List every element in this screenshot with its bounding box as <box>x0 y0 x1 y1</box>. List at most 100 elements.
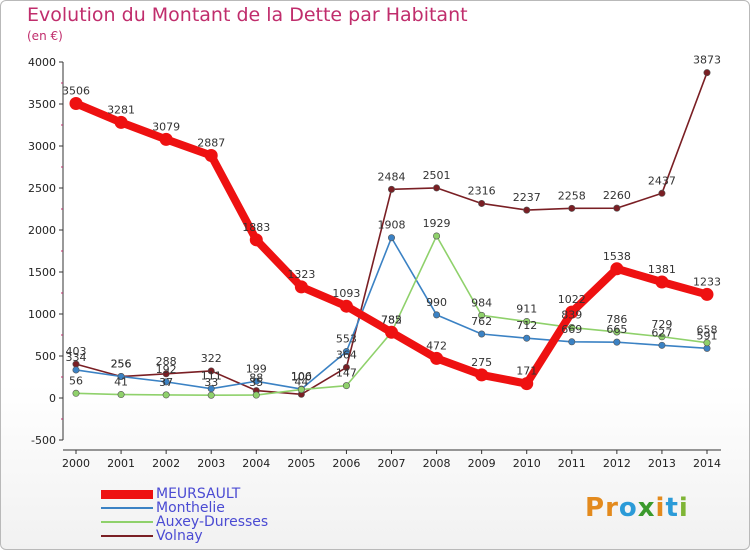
x-tick-label: 2011 <box>558 457 586 470</box>
data-point-monthelie <box>387 234 395 242</box>
data-label-meursault: 472 <box>426 339 447 352</box>
data-label-auxey-duresses: 147 <box>336 367 357 380</box>
data-label-meursault: 1381 <box>648 263 676 276</box>
data-point-meursault <box>520 377 534 391</box>
x-tick-label: 2000 <box>62 457 90 470</box>
data-point-volnay <box>387 185 395 193</box>
data-label-meursault: 782 <box>381 313 402 326</box>
x-tick-label: 2005 <box>287 457 315 470</box>
x-tick-label: 2014 <box>693 457 721 470</box>
data-label-monthelie: 111 <box>201 370 222 383</box>
x-tick-label: 2003 <box>197 457 225 470</box>
y-tick-label: 4000 <box>28 56 56 69</box>
x-tick-label: 2012 <box>603 457 631 470</box>
data-label-volnay: 403 <box>66 345 87 358</box>
x-tick-label: 2008 <box>423 457 451 470</box>
data-label-meursault: 3281 <box>107 103 135 116</box>
data-point-meursault <box>339 299 353 313</box>
data-point-auxey-duresses <box>252 391 260 399</box>
data-point-volnay <box>207 367 215 375</box>
data-point-auxey-duresses <box>703 339 711 347</box>
data-label-meursault: 3506 <box>62 84 90 97</box>
data-point-meursault <box>565 305 579 319</box>
y-tick-label: 0 <box>49 392 56 405</box>
x-tick-label: 2013 <box>648 457 676 470</box>
data-label-volnay: 2258 <box>558 189 586 202</box>
data-point-meursault <box>655 275 669 289</box>
data-point-auxey-duresses <box>478 311 486 319</box>
y-tick-label: 3500 <box>28 98 56 111</box>
data-label-auxey-duresses: 785 <box>381 313 402 326</box>
data-point-meursault <box>430 351 444 365</box>
data-label-volnay: 2437 <box>648 174 676 187</box>
data-label-auxey-duresses: 839 <box>561 309 582 322</box>
data-point-meursault <box>69 96 83 110</box>
data-point-auxey-duresses <box>72 389 80 397</box>
chart-title: Evolution du Montant de la Dette par Hab… <box>27 4 468 26</box>
data-point-meursault <box>249 233 263 247</box>
data-point-auxey-duresses <box>568 324 576 332</box>
data-point-volnay <box>342 363 350 371</box>
data-point-monthelie <box>523 334 531 342</box>
data-label-auxey-duresses: 41 <box>114 376 128 389</box>
data-label-volnay: 2484 <box>378 170 406 183</box>
data-point-auxey-duresses <box>162 391 170 399</box>
data-label-auxey-duresses: 37 <box>159 376 173 389</box>
data-label-meursault: 1883 <box>242 221 270 234</box>
data-point-volnay <box>162 370 170 378</box>
legend-label: Volnay <box>156 528 203 544</box>
data-label-meursault: 2887 <box>197 136 225 149</box>
data-label-volnay: 288 <box>156 355 177 368</box>
data-label-monthelie: 553 <box>336 333 357 346</box>
data-label-auxey-duresses: 658 <box>697 324 718 337</box>
y-tick-label: 500 <box>35 350 56 363</box>
x-tick-label: 2007 <box>378 457 406 470</box>
data-point-auxey-duresses <box>523 317 531 325</box>
data-point-volnay <box>568 204 576 212</box>
data-label-meursault: 1093 <box>332 287 360 300</box>
data-label-monthelie: 1908 <box>378 219 406 232</box>
data-label-monthelie: 665 <box>606 323 627 336</box>
y-tick-label: 2500 <box>28 182 56 195</box>
data-label-auxey-duresses: 984 <box>471 296 492 309</box>
data-point-meursault <box>159 132 173 146</box>
data-point-meursault <box>204 148 218 162</box>
y-tick-label: 1000 <box>28 308 56 321</box>
data-label-meursault: 171 <box>516 365 537 378</box>
proxiti-logo: Proxiti <box>585 493 689 523</box>
logo-letter: x <box>637 493 656 523</box>
data-point-meursault <box>475 368 489 382</box>
data-point-volnay <box>703 69 711 77</box>
legend-swatch <box>101 490 153 499</box>
data-point-meursault <box>700 287 714 301</box>
x-tick-label: 2002 <box>152 457 180 470</box>
data-point-volnay <box>478 199 486 207</box>
logo-letter: P <box>585 493 606 523</box>
data-label-volnay: 364 <box>336 348 357 361</box>
legend-swatch <box>101 535 153 537</box>
data-label-meursault: 1022 <box>558 293 586 306</box>
data-point-meursault <box>610 262 624 276</box>
data-point-monthelie <box>433 311 441 319</box>
data-label-volnay: 322 <box>201 352 222 365</box>
legend-label: Monthelie <box>156 500 225 516</box>
data-point-auxey-duresses <box>117 391 125 399</box>
data-label-monthelie: 334 <box>66 351 87 364</box>
data-point-monthelie <box>658 341 666 349</box>
data-label-auxey-duresses: 1929 <box>423 217 451 230</box>
x-tick-label: 2004 <box>242 457 270 470</box>
unit-label: (en €) <box>27 29 63 43</box>
data-point-auxey-duresses <box>658 333 666 341</box>
data-point-monthelie <box>568 338 576 346</box>
data-point-auxey-duresses <box>433 232 441 240</box>
data-label-monthelie: 627 <box>651 326 672 339</box>
data-label-volnay: 2260 <box>603 189 631 202</box>
data-label-meursault: 1233 <box>693 275 721 288</box>
data-label-monthelie: 192 <box>156 363 177 376</box>
logo-letter: i <box>678 493 689 523</box>
data-point-volnay <box>433 184 441 192</box>
data-label-auxey-duresses: 100 <box>291 371 312 384</box>
data-label-meursault: 275 <box>471 356 492 369</box>
